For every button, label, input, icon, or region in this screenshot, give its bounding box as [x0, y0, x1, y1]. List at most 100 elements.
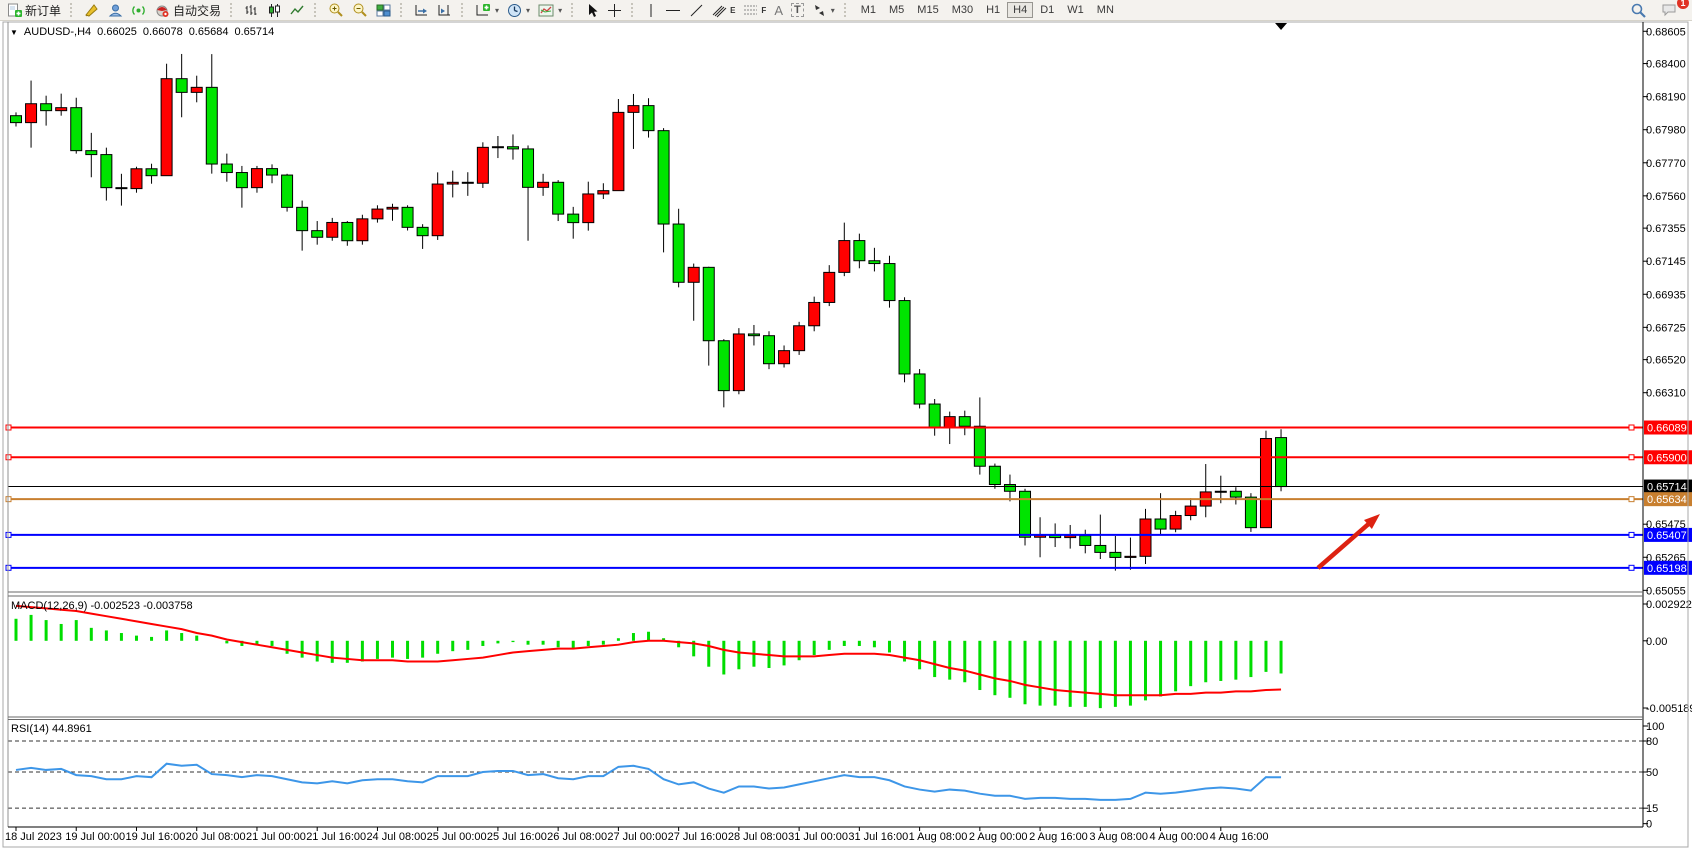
svg-text:3 Aug 08:00: 3 Aug 08:00	[1089, 831, 1148, 843]
timeframe-button-D1[interactable]: D1	[1040, 4, 1055, 16]
toolbar-grip	[461, 3, 466, 17]
rsi-line	[15, 762, 1282, 801]
svg-text:0.68400: 0.68400	[1646, 59, 1686, 71]
indicators-button[interactable]: ▾	[472, 1, 502, 19]
svg-text:0.68605: 0.68605	[1646, 26, 1686, 38]
crayon-icon	[85, 3, 98, 17]
price-tag	[1644, 479, 1692, 494]
toolbar-grip	[230, 3, 235, 17]
level-handle	[1628, 424, 1635, 431]
svg-text:80: 80	[1646, 736, 1658, 748]
svg-text:20 Jul 08:00: 20 Jul 08:00	[186, 831, 246, 843]
text-tool-button[interactable]: A	[771, 1, 786, 19]
new-order-button[interactable]: 新订单	[4, 1, 64, 19]
price-tag	[1644, 450, 1692, 465]
chat-bubble-icon	[1662, 4, 1676, 17]
periods-button[interactable]: ▾	[504, 1, 533, 19]
templates-button[interactable]: ▾	[535, 1, 565, 19]
signal-button[interactable]	[128, 1, 149, 19]
timeframe-button-M1[interactable]: M1	[860, 4, 877, 16]
svg-text:21 Jul 16:00: 21 Jul 16:00	[306, 831, 366, 843]
svg-text:15: 15	[1646, 803, 1658, 815]
cursor-tool-button[interactable]	[582, 1, 602, 19]
svg-text:0: 0	[1646, 819, 1652, 831]
zoom-in-button[interactable]	[325, 1, 347, 19]
level-handle	[1628, 454, 1635, 461]
equidistant-channel-icon	[712, 5, 727, 17]
text-tool-icon: A	[774, 2, 783, 18]
crosshair-icon	[608, 3, 622, 17]
macd-panel: 0.002922 0.00 -0.005189	[14, 599, 1692, 715]
arrows-shapes-icon	[814, 4, 824, 16]
timeframe-button-M15[interactable]: M15	[917, 4, 939, 16]
notifications-button[interactable]: 1	[1658, 0, 1689, 19]
svg-text:1 Aug 08:00: 1 Aug 08:00	[909, 831, 968, 843]
level-handle	[1628, 564, 1635, 571]
svg-text:0.67980: 0.67980	[1646, 125, 1686, 137]
autotrading-label: 自动交易	[173, 3, 222, 18]
level-handle	[1628, 496, 1635, 503]
toolbar-grip	[400, 3, 405, 17]
price-tag	[1644, 527, 1692, 542]
tile-windows-button[interactable]	[373, 1, 394, 19]
fibonacci-tool-button[interactable]: F	[740, 1, 769, 19]
chart-shift-button[interactable]	[434, 1, 455, 19]
symbol-collapse-icon[interactable]: ▼	[10, 27, 18, 37]
svg-text:31 Jul 16:00: 31 Jul 16:00	[848, 831, 908, 843]
vertical-line-tool-button[interactable]	[642, 1, 660, 19]
toolbar-grip	[314, 3, 319, 17]
autotrading-button[interactable]: 自动交易	[151, 1, 224, 19]
svg-text:31 Jul 00:00: 31 Jul 00:00	[788, 831, 848, 843]
svg-text:0.65714: 0.65714	[1647, 482, 1687, 494]
svg-text:0.002922: 0.002922	[1646, 599, 1692, 611]
channel-tool-button[interactable]: E	[709, 1, 738, 19]
trendline-tool-button[interactable]	[686, 1, 707, 19]
ohlc-open: 0.66025	[97, 26, 137, 38]
svg-text:25 Jul 16:00: 25 Jul 16:00	[487, 831, 547, 843]
macd-signal-line	[15, 604, 1282, 697]
horizontal-line-icon	[666, 9, 681, 11]
search-button[interactable]	[1627, 1, 1650, 19]
zoom-out-icon	[353, 3, 367, 17]
svg-text:0.66935: 0.66935	[1646, 289, 1686, 301]
svg-text:0.67560: 0.67560	[1646, 191, 1686, 203]
svg-text:0.65055: 0.65055	[1646, 585, 1686, 597]
timeframe-bar: M1 M5 M15 M30 H1 H4 D1 W1 MN	[855, 2, 1120, 18]
timeframe-button-M5[interactable]: M5	[889, 4, 905, 16]
line-chart-button[interactable]	[287, 1, 308, 19]
crayon-button[interactable]	[81, 1, 103, 19]
dropdown-arrow-icon: ▾	[558, 5, 563, 15]
time-axis: 18 Jul 2023 19 Jul 00:00 19 Jul 16:00 20 Ju…	[5, 827, 1269, 843]
toolbar-grip	[843, 3, 849, 17]
indicators-icon	[476, 3, 491, 15]
signal-icon	[132, 5, 145, 15]
arrows-tool-button[interactable]: ▾	[809, 1, 838, 19]
svg-text:25 Jul 00:00: 25 Jul 00:00	[427, 831, 487, 843]
candlestick-button[interactable]	[264, 1, 285, 19]
horizontal-line-tool-button[interactable]	[662, 1, 684, 19]
timeframe-button-H4[interactable]: H4	[1007, 2, 1034, 18]
timeframe-button-M30[interactable]: M30	[951, 4, 974, 16]
svg-text:0.00: 0.00	[1646, 636, 1667, 648]
profile-button[interactable]	[105, 1, 126, 19]
text-label-tool-button[interactable]: T	[788, 1, 807, 19]
vertical-line-icon	[650, 3, 652, 17]
crosshair-tool-button[interactable]	[604, 1, 625, 19]
bar-chart-button[interactable]	[241, 1, 262, 19]
annotations[interactable]	[1316, 514, 1380, 570]
svg-text:0.67145: 0.67145	[1646, 256, 1686, 268]
tile-windows-icon	[376, 4, 391, 16]
timeframe-button-W1[interactable]: W1	[1067, 4, 1084, 16]
svg-text:2 Aug 00:00: 2 Aug 00:00	[969, 831, 1028, 843]
dropdown-arrow-icon: ▾	[495, 5, 500, 15]
svg-text:-0.005189: -0.005189	[1646, 703, 1692, 715]
svg-text:0.65634: 0.65634	[1647, 494, 1687, 506]
zoom-out-button[interactable]	[349, 1, 371, 19]
channel-glyph: E	[730, 5, 736, 15]
auto-scroll-button[interactable]	[411, 1, 432, 19]
timeframe-button-MN[interactable]: MN	[1096, 4, 1114, 16]
timeframe-button-H1[interactable]: H1	[986, 4, 1001, 16]
